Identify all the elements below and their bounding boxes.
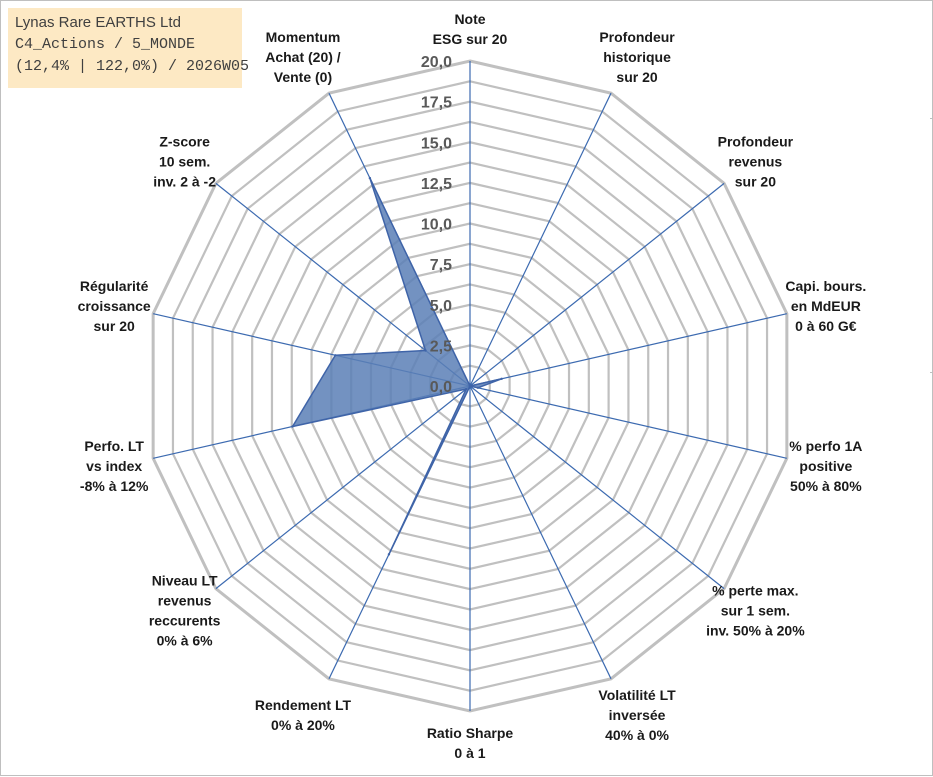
axis-label-line: historique <box>603 49 671 65</box>
axis-label: % perte max. sur 1 sem. inv. 50% à 20% <box>706 582 805 638</box>
axis-label: Capi. bours. en MdEUR 0 à 60 G€ <box>785 278 866 334</box>
axis-spoke <box>469 182 725 387</box>
axis-label-line: vs index <box>86 458 142 474</box>
series-point <box>464 387 468 391</box>
series-point <box>368 176 372 180</box>
series-point <box>291 425 294 428</box>
tick-label: 10,0 <box>421 217 452 234</box>
axis-label-line: sur 20 <box>94 318 135 334</box>
series-point <box>468 384 472 388</box>
radar-series <box>291 176 503 556</box>
stock-info-box: Lynas Rare EARTHS Ltd C4_Actions / 5_MON… <box>8 8 250 88</box>
series-point <box>334 354 337 357</box>
axis-label-line: -8% à 12% <box>80 478 149 494</box>
series-point <box>500 377 503 380</box>
axis-label: Niveau LT revenus reccurents 0% à 6% <box>149 572 221 648</box>
axis-label-line: revenus <box>729 154 783 170</box>
tick-label: 20,0 <box>421 54 452 71</box>
axis-label-line: positive <box>799 458 852 474</box>
axis-label-line: sur 20 <box>735 174 776 190</box>
axis-label: Momentum Achat (20) / Vente (0) <box>265 29 341 85</box>
axis-label-line: 0 à 1 <box>454 745 485 761</box>
axis-label-line: 0% à 6% <box>157 632 214 648</box>
radar-axis-labels: Note ESG sur 20 Profondeur historique sur 20… <box>78 11 867 761</box>
tick-label: 15,0 <box>421 135 452 152</box>
axis-label-line: Volatilité LT <box>598 687 676 703</box>
axis-spoke <box>469 385 787 459</box>
axis-spoke <box>469 385 612 680</box>
stock-name: Lynas Rare EARTHS Ltd <box>15 14 181 31</box>
axis-spoke <box>469 92 612 387</box>
axis-label-line: 0% à 20% <box>271 717 335 733</box>
axis-label-line: reccurents <box>149 612 221 628</box>
axis-label-line: sur 20 <box>616 69 657 85</box>
portfolio-path: C4_Actions / 5_MONDE <box>15 36 196 53</box>
axis-label-line: 50% à 80% <box>790 478 862 494</box>
axis-spoke <box>469 313 787 387</box>
axis-spoke <box>215 385 471 590</box>
axis-label: Perfo. LT vs index -8% à 12% <box>80 438 149 494</box>
axis-label-line: % perfo 1A <box>789 438 862 454</box>
axis-label-line: 40% à 0% <box>605 727 669 743</box>
tick-label: 2,5 <box>430 338 452 355</box>
axis-label-line: sur 1 sem. <box>721 602 790 618</box>
tick-label: 12,5 <box>421 176 452 193</box>
axis-label-line: Rendement LT <box>255 697 352 713</box>
axis-label: Z-score 10 sem. inv. 2 à -2 <box>153 134 216 190</box>
axis-label: Ratio Sharpe 0 à 1 <box>427 725 514 761</box>
axis-label-line: Niveau LT <box>152 572 218 588</box>
axis-label-line: Achat (20) / <box>265 49 341 65</box>
tick-label: 0,0 <box>430 379 452 396</box>
axis-label: Profondeur historique sur 20 <box>599 29 675 85</box>
axis-label-line: Ratio Sharpe <box>427 725 514 741</box>
series-point <box>476 386 480 390</box>
axis-label-line: 0 à 60 G€ <box>795 318 857 334</box>
edge-mark <box>930 372 933 373</box>
axis-label-line: inversée <box>609 707 666 723</box>
performance-stats: (12,4% | 122,0%) / 2026W05 <box>15 58 250 75</box>
axis-label: % perfo 1A positive 50% à 80% <box>789 438 862 494</box>
series-point <box>424 349 427 352</box>
axis-label-line: 10 sem. <box>159 154 210 170</box>
axis-label-line: ESG sur 20 <box>433 31 508 47</box>
axis-label: Profondeur revenus sur 20 <box>718 134 794 190</box>
axis-label: Note ESG sur 20 <box>433 11 508 47</box>
axis-label-line: croissance <box>78 298 151 314</box>
axis-label: Rendement LT 0% à 20% <box>255 697 352 733</box>
axis-label-line: Capi. bours. <box>785 278 866 294</box>
axis-label-line: revenus <box>158 592 212 608</box>
axis-label-line: % perte max. <box>712 582 798 598</box>
axis-label-line: Note <box>454 11 485 27</box>
axis-label-line: Profondeur <box>599 29 675 45</box>
series-point <box>387 553 391 556</box>
axis-label-line: en MdEUR <box>791 298 861 314</box>
axis-label: Régularité croissance sur 20 <box>78 278 151 334</box>
axis-label-line: Régularité <box>80 278 149 294</box>
axis-label-line: inv. 2 à -2 <box>153 174 216 190</box>
axis-label-line: Z-score <box>159 134 210 150</box>
axis-label-line: Profondeur <box>718 134 794 150</box>
edge-mark <box>930 118 933 119</box>
axis-label-line: Perfo. LT <box>84 438 144 454</box>
tick-label: 17,5 <box>421 95 452 112</box>
tick-label: 5,0 <box>430 298 452 315</box>
axis-label: Volatilité LT inversée 40% à 0% <box>598 687 676 743</box>
axis-label-line: Vente (0) <box>274 69 332 85</box>
tick-label: 7,5 <box>430 257 452 274</box>
axis-spoke <box>469 385 725 590</box>
radar-tick-labels: 0,0 2,5 5,0 7,5 10,0 12,5 15,0 17,5 20,0 <box>421 54 452 396</box>
axis-label-line: Momentum <box>266 29 341 45</box>
axis-label-line: inv. 50% à 20% <box>706 622 805 638</box>
